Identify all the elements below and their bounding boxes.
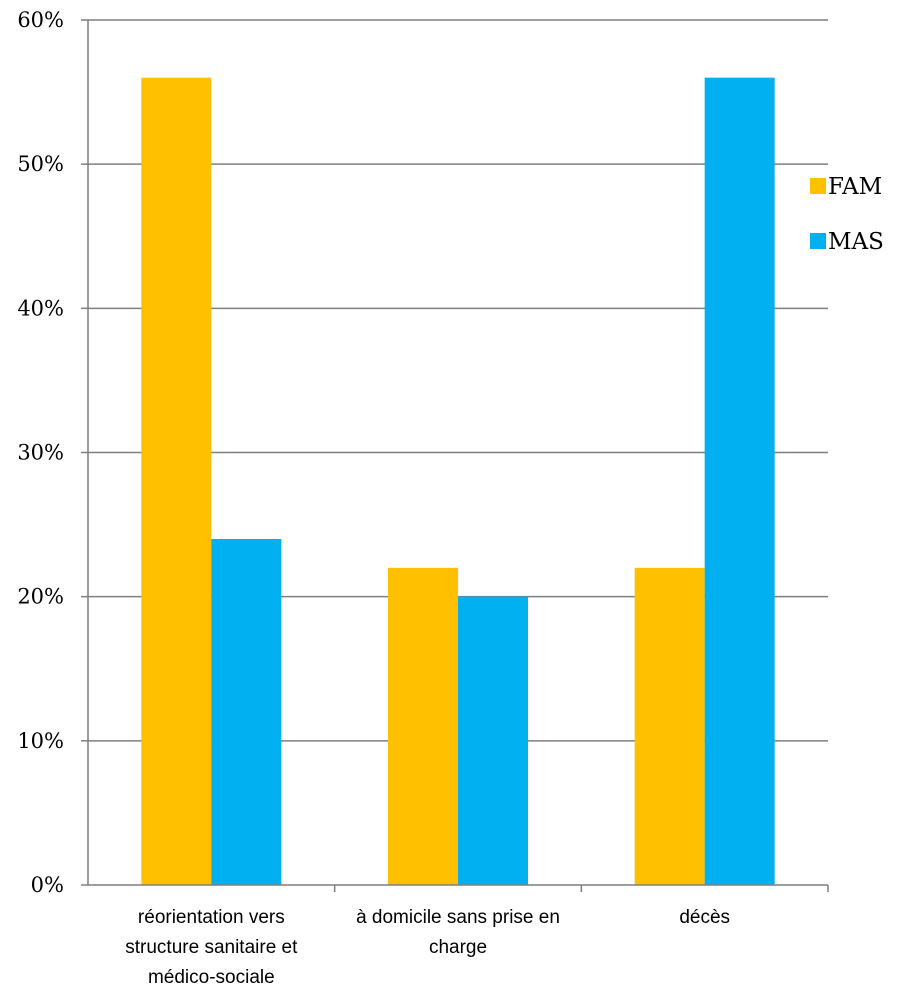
y-tick-label: 40% [17, 296, 64, 320]
category-label: à domicile sans prise en charge [356, 907, 560, 958]
legend-swatch-fam [810, 178, 826, 194]
y-axis-tick-labels: 0% 10% 20% 30% 40% 50% 60% [17, 8, 64, 897]
category-label: réorientation vers structure sanitaire et… [125, 907, 298, 988]
bar-fam [634, 567, 705, 885]
bar-mas [704, 77, 775, 885]
y-tick-label: 10% [17, 729, 64, 753]
category-label-line: à domicile sans prise en [356, 907, 560, 928]
category-label-line: charge [429, 937, 487, 958]
category-label-line: structure sanitaire et [125, 937, 298, 958]
y-tick-label: 60% [17, 8, 64, 32]
x-axis-category-labels: réorientation vers structure sanitaire et… [125, 907, 730, 988]
bars [141, 77, 775, 885]
category-label-line: médico-sociale [148, 967, 275, 988]
legend-swatch-mas [810, 233, 826, 249]
bar-mas [211, 539, 282, 885]
y-tick-label: 50% [17, 152, 64, 176]
bar-mas [458, 596, 528, 885]
y-tick-label: 0% [31, 873, 64, 897]
category-label-line: réorientation vers [138, 907, 285, 928]
y-tick-label: 20% [17, 585, 64, 609]
legend-label-fam: FAM [828, 174, 882, 200]
bar-fam [141, 77, 212, 885]
category-label: décès [679, 907, 730, 928]
axes [81, 19, 829, 892]
bar-fam [388, 567, 458, 885]
y-tick-label: 30% [17, 441, 64, 465]
category-label-line: décès [679, 907, 730, 928]
legend-label-mas: MAS [828, 229, 884, 255]
legend: FAM MAS [810, 174, 884, 255]
